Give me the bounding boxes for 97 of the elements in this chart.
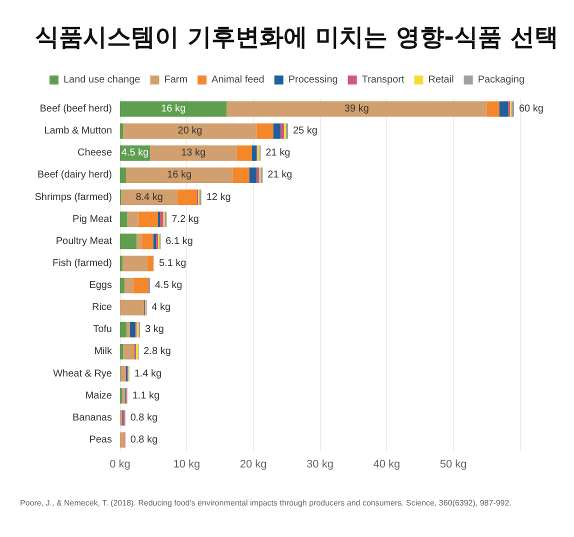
y-tick-label: Cheese: [78, 148, 112, 159]
bar: [120, 300, 144, 316]
y-tick-label: Poultry Meat: [56, 236, 112, 247]
x-tick-label: 40 kg: [373, 458, 400, 470]
bar: [120, 123, 124, 139]
total-label: 3 kg: [145, 324, 164, 336]
y-tick-label: Pig Meat: [72, 214, 112, 225]
x-tick-label: 0 kg: [110, 458, 130, 470]
total-label: 2.8 kg: [144, 346, 171, 358]
legend-label: Packaging: [478, 74, 525, 86]
bar: [123, 123, 257, 139]
bar: [120, 234, 137, 250]
bar: [120, 256, 123, 272]
bar: [160, 212, 164, 228]
total-label: 4.5 kg: [155, 280, 182, 292]
y-tick-label: Lamb & Mutton: [44, 126, 112, 137]
bar: [120, 366, 126, 382]
bar: [126, 322, 130, 338]
y-tick-label: Shrimps (farmed): [34, 192, 112, 203]
y-tick-label: Bananas: [72, 412, 112, 424]
bar: [120, 344, 124, 360]
bar: [177, 190, 197, 206]
total-label: 60 kg: [519, 104, 544, 115]
bar: [511, 101, 514, 117]
y-tick-label: Tofu: [93, 324, 112, 336]
total-label: 1.4 kg: [134, 368, 162, 380]
bar: [120, 167, 126, 183]
data-label: 4.5 kg: [121, 148, 149, 159]
total-label: 21 kg: [266, 148, 290, 159]
total-label: 7.2 kg: [172, 214, 199, 225]
y-tick-label: Milk: [94, 346, 113, 358]
bar: [130, 322, 136, 338]
bar: [153, 234, 156, 250]
bar: [121, 190, 178, 206]
y-tick-label: Beef (beef herd): [40, 104, 112, 115]
bar: [122, 388, 126, 404]
legend-label: Transport: [362, 74, 404, 86]
bar: [232, 167, 250, 183]
legend-label: Land use change: [63, 74, 141, 86]
data-label: 16 kg: [161, 104, 186, 115]
text: Poore, J., & Nemecek, T. (2018). Reducing food's environmental impacts through producers and consumers. Science, 360(6392), 987-992.: [20, 498, 512, 508]
bar: [122, 256, 148, 272]
legend-label: Processing: [288, 74, 338, 86]
bar: [120, 278, 125, 294]
x-tick-label: 10 kg: [173, 458, 200, 470]
total-label: 5.1 kg: [159, 258, 186, 269]
bar: [138, 212, 158, 228]
bar: [127, 212, 139, 228]
bar: [123, 344, 134, 360]
legend-label: Farm: [164, 74, 188, 86]
bar: [256, 167, 260, 183]
bar: [147, 256, 153, 272]
bar: [141, 234, 154, 250]
bar: [120, 101, 227, 117]
total-label: 21 kg: [268, 170, 292, 181]
total-label: 1.1 kg: [132, 390, 160, 402]
bar: [252, 145, 257, 161]
bar: [486, 101, 500, 117]
total-label: 25 kg: [293, 126, 318, 137]
bar: [280, 123, 284, 139]
x-tick-label: 50 kg: [440, 458, 467, 470]
bar: [273, 123, 281, 139]
total-label: 0.8 kg: [130, 412, 158, 424]
y-tick-label: Rice: [92, 302, 112, 314]
total-label: 6.1 kg: [166, 236, 193, 247]
bar: [249, 167, 257, 183]
data-label: 20 kg: [178, 126, 202, 137]
bar: [120, 432, 125, 448]
data-label: 39 kg: [344, 104, 369, 115]
bar: [126, 167, 233, 183]
x-tick-label: 20 kg: [240, 458, 267, 470]
bar: [120, 322, 127, 338]
y-tick-label: Fish (farmed): [52, 258, 112, 269]
data-label: 13 kg: [181, 148, 206, 159]
bar: [499, 101, 508, 117]
bar: [133, 278, 148, 294]
bar: [120, 212, 128, 228]
total-label: 12 kg: [206, 192, 231, 203]
y-tick-label: Beef (dairy herd): [38, 170, 112, 181]
chart-title: 식품시스템이 기후변화에 미치는 영향-식품 선택: [35, 23, 558, 51]
total-label: 4 kg: [152, 302, 171, 314]
total-label: 0.8 kg: [130, 434, 158, 446]
y-tick-label: Maize: [85, 390, 112, 402]
bar: [236, 145, 252, 161]
y-tick-label: Wheat & Rye: [53, 368, 112, 380]
data-label: 8.4 kg: [136, 192, 163, 203]
legend-label: Animal feed: [212, 74, 264, 86]
bar: [124, 278, 134, 294]
x-tick-label: 30 kg: [306, 458, 334, 470]
data-label: 16 kg: [167, 170, 192, 181]
y-tick-label: Peas: [89, 434, 112, 446]
bar: [136, 234, 142, 250]
bar: [256, 123, 274, 139]
bar: [226, 101, 487, 117]
legend-label: Retail: [428, 74, 454, 86]
y-tick-label: Eggs: [89, 280, 112, 292]
bar: [150, 145, 237, 161]
